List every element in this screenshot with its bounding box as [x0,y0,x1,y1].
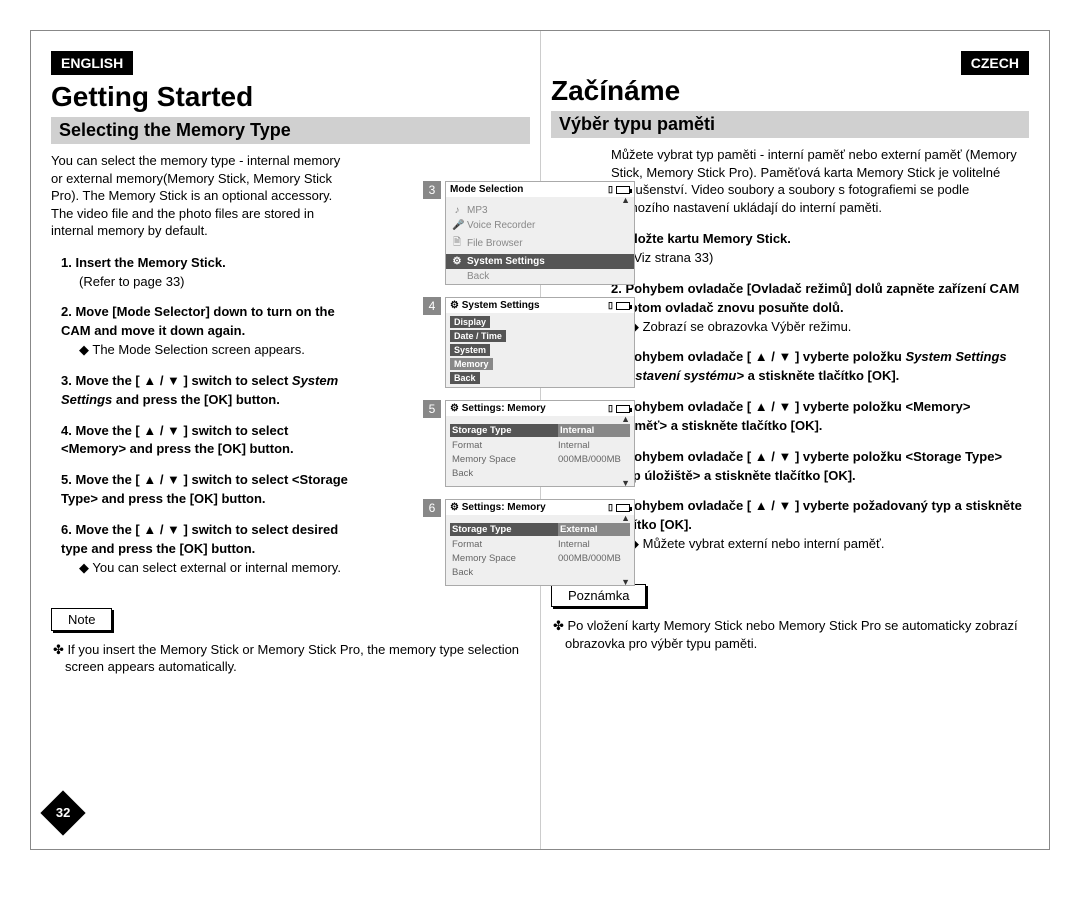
row-format: FormatInternal [446,438,634,452]
manual-page: 3 Mode Selection ▯ ▲ ♪MP3 🎤Voice Recorde… [30,30,1050,850]
step-1: 1. Insert the Memory Stick. (Refer to pa… [61,254,351,292]
step-5: 5. Pohybem ovladače [ ▲ / ▼ ] vyberte po… [611,448,1029,486]
screen-5-header: ⚙ Settings: Memory ▯ [446,401,634,416]
menu-file: 🗎File Browser [446,233,634,254]
menu-back: Back [446,269,634,284]
menu-system-settings: ⚙System Settings [446,254,634,269]
row-format: FormatInternal [446,537,634,551]
screen-3-header: Mode Selection ▯ [446,182,634,197]
chip-system: System [450,344,490,356]
status-icons: ▯ [608,300,630,311]
step-badge-6: 6 [423,499,441,517]
step-badge-5: 5 [423,400,441,418]
chip-back: Back [450,372,480,384]
row-storage-type: Storage TypeExternal [446,521,634,537]
chip-memory: Memory [450,358,493,370]
step-3: 3. Move the [ ▲ / ▼ ] switch to select S… [61,372,351,410]
step-2: 2. Move [Mode Selector] down to turn on … [61,303,351,360]
step-6: 6. Move the [ ▲ / ▼ ] switch to select d… [61,521,351,578]
step-3: 3. Pohybem ovladače [ ▲ / ▼ ] vyberte po… [611,348,1029,386]
music-icon: ♪ [452,205,462,216]
section-title-cz: Výběr typu paměti [551,111,1029,138]
row-back: Back [446,466,634,480]
step-badge-4: 4 [423,297,441,315]
screen-3: 3 Mode Selection ▯ ▲ ♪MP3 🎤Voice Recorde… [445,181,635,285]
gear-icon: ⚙ [450,403,459,414]
screen-3-title: Mode Selection [450,184,523,195]
page-title-cz: Začínáme [551,75,1029,107]
status-icons: ▯ [608,184,630,195]
note-label-en: Note [51,608,112,631]
page-title-en: Getting Started [51,81,530,113]
section-title-en: Selecting the Memory Type [51,117,530,144]
mic-icon: 🎤 [452,220,462,231]
note-text-en: ✤ If you insert the Memory Stick or Memo… [51,641,530,676]
scroll-down-icon: ▼ [446,480,634,486]
step-4: 4. Pohybem ovladače [ ▲ / ▼ ] vyberte po… [611,398,1029,436]
row-memory-space: Memory Space000MB/000MB [446,551,634,565]
row-back: Back [446,565,634,579]
menu-voice: 🎤Voice Recorder [446,218,634,233]
screen-stack: 3 Mode Selection ▯ ▲ ♪MP3 🎤Voice Recorde… [445,181,635,598]
scroll-down-icon: ▼ [446,579,634,585]
row-storage-type: Storage TypeInternal [446,422,634,438]
screen-5-title: Settings: Memory [462,403,546,414]
gear-icon: ⚙ [450,300,459,311]
screen-4-header: ⚙ System Settings ▯ [446,298,634,313]
screen-5: 5 ⚙ Settings: Memory ▯ ▲ Storage TypeInt… [445,400,635,487]
chip-datetime: Date / Time [450,330,506,342]
screen-4: 4 ⚙ System Settings ▯ Display Date / Tim… [445,297,635,388]
screen-4-title: System Settings [462,300,540,311]
step-badge-3: 3 [423,181,441,199]
screen-6: 6 ⚙ Settings: Memory ▯ ▲ Storage TypeExt… [445,499,635,586]
lang-badge-czech: CZECH [961,51,1029,75]
screen-6-header: ⚙ Settings: Memory ▯ [446,500,634,515]
note-text-cz: ✤ Po vložení karty Memory Stick nebo Mem… [551,617,1029,652]
gear-icon: ⚙ [450,502,459,513]
step-6: 6. Pohybem ovladače [ ▲ / ▼ ] vyberte po… [611,497,1029,554]
steps-en: 1. Insert the Memory Stick. (Refer to pa… [51,254,351,578]
screen-6-title: Settings: Memory [462,502,546,513]
status-icons: ▯ [608,403,630,414]
step-1: 1. Vložte kartu Memory Stick. (Viz stran… [611,230,1029,268]
gear-icon: ⚙ [452,256,462,267]
chip-display: Display [450,316,490,328]
lang-badge-english: ENGLISH [51,51,133,75]
step-4: 4. Move the [ ▲ / ▼ ] switch to select <… [61,422,351,460]
file-icon: 🗎 [452,235,462,252]
step-5: 5. Move the [ ▲ / ▼ ] switch to select <… [61,471,351,509]
menu-mp3: ♪MP3 [446,203,634,218]
intro-en: You can select the memory type - interna… [51,152,351,240]
step-2: 2. Pohybem ovladače [Ovladač režimů] dol… [611,280,1029,337]
row-memory-space: Memory Space000MB/000MB [446,452,634,466]
status-icons: ▯ [608,502,630,513]
